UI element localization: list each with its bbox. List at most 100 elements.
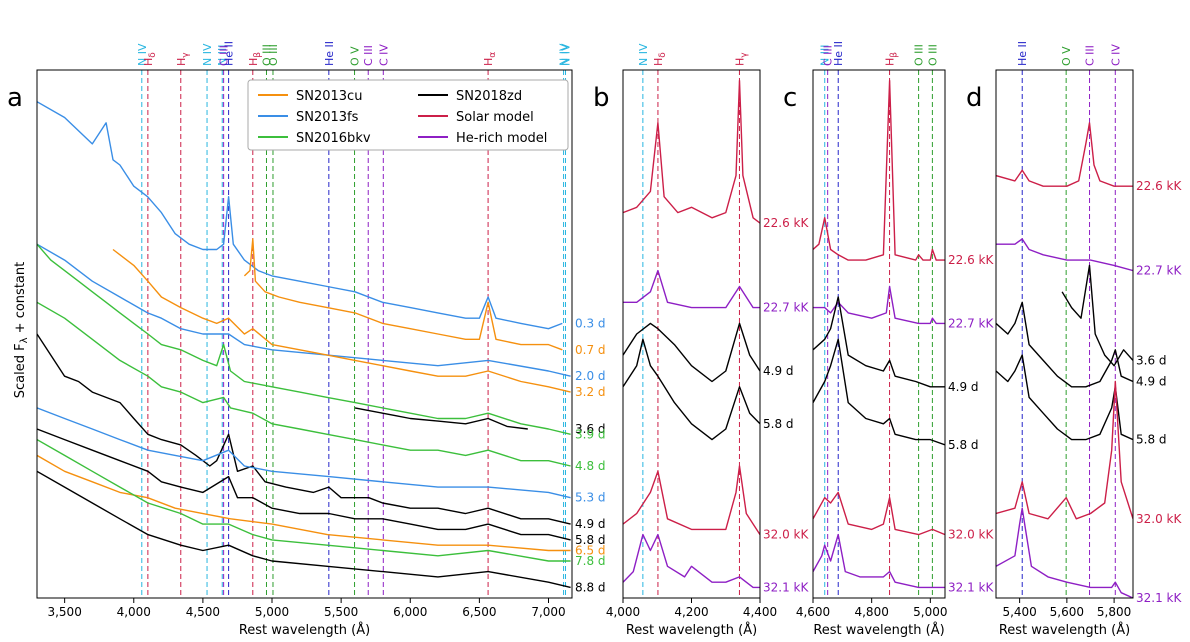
spectrum-a-10 [37, 454, 571, 552]
spectrum-a-1 [243, 238, 563, 351]
spectrum-c-2 [813, 296, 945, 388]
x-tick-label-a-7: 7,000 [531, 605, 565, 619]
ion-label-a-13: C IV [377, 44, 390, 66]
ion-label-c-4: O III [913, 44, 926, 66]
ion-label-a-10: He II [323, 41, 336, 66]
x-tick-label-a-1: 4,000 [117, 605, 151, 619]
spectrum-a-9 [37, 428, 571, 541]
x-axis-label-a: Rest wavelength (Å) [239, 622, 370, 638]
spectrum-a-11 [37, 438, 571, 562]
panel-label-c: c [783, 83, 797, 113]
x-axis-label-d: Rest wavelength (Å) [999, 622, 1130, 638]
epoch-label-d-6: 32.1 kK [1136, 591, 1182, 605]
epoch-label-c-2: 4.9 d [948, 380, 979, 394]
ion-label-a-15: N IV [558, 43, 571, 66]
ion-label-a-8: O III [260, 44, 273, 66]
spectrum-a-7 [37, 333, 571, 525]
x-tick-label-a-4: 5,500 [324, 605, 358, 619]
x-tick-label-d-1: 5,600 [1050, 605, 1084, 619]
epoch-label-d-5: 32.0 kK [1136, 512, 1182, 526]
spectrum-b-1 [623, 269, 760, 309]
spectrum-b-2 [623, 322, 760, 383]
spectrum-c-0 [813, 79, 945, 261]
epoch-label-a-11: 7.8 d [575, 554, 606, 568]
ion-label-a-5: C III [218, 45, 231, 66]
panel-label-d: d [966, 83, 983, 113]
spectrum-c-5 [813, 533, 945, 589]
spectrum-c-3 [813, 338, 945, 446]
ion-label-c-0: N III [819, 45, 832, 66]
spectrum-d-3 [996, 301, 1133, 388]
x-tick-label-a-2: 4,500 [186, 605, 220, 619]
spectrum-a-0 [37, 101, 563, 330]
epoch-label-a-4: 3.6 d [575, 422, 606, 436]
ion-label-d-2: C III [1084, 45, 1097, 66]
legend-entry-1: SN2013fs [296, 110, 359, 125]
epoch-label-d-4: 5.8 d [1136, 433, 1167, 447]
spectrum-b-4 [623, 465, 760, 535]
spectrum-b-3 [623, 338, 760, 441]
ion-label-c-5: O III [926, 44, 939, 66]
ion-label-c-2: He II [832, 41, 845, 66]
epoch-label-a-2: 2.0 d [575, 369, 606, 383]
x-tick-label-c-2: 5,000 [913, 605, 947, 619]
x-tick-label-a-6: 6,500 [462, 605, 496, 619]
spectrum-a-4 [354, 407, 528, 430]
legend-entry-5: He-rich model [456, 131, 547, 146]
epoch-label-d-2: 3.6 d [1136, 353, 1167, 367]
spectrum-a-12 [37, 470, 571, 589]
ion-label-d-1: O V [1060, 46, 1073, 66]
legend-entry-0: SN2013cu [296, 89, 362, 104]
epoch-label-c-0: 22.6 kK [948, 253, 994, 267]
epoch-label-d-1: 22.7 kK [1136, 264, 1182, 278]
epoch-label-c-4: 32.0 kK [948, 528, 994, 542]
ion-label-a-0: N IV [136, 43, 149, 66]
ion-label-a-2: Hγ [175, 52, 191, 66]
x-tick-label-b-0: 4,000 [606, 605, 640, 619]
epoch-label-c-1: 22.7 kK [948, 316, 994, 330]
epoch-label-a-5: 3.9 d [575, 427, 606, 441]
spectrum-a-2 [37, 243, 571, 377]
axes-frame-a [36, 69, 573, 599]
x-tick-label-b-2: 4,400 [743, 605, 777, 619]
x-axis-label-b: Rest wavelength (Å) [626, 622, 757, 638]
spectrum-a-6 [37, 301, 571, 467]
epoch-label-b-1: 22.7 kK [763, 301, 809, 315]
ion-label-a-9: O III [267, 44, 280, 66]
epoch-label-b-4: 32.0 kK [763, 528, 809, 542]
ion-label-c-3: Hβ [884, 52, 900, 66]
x-tick-label-b-1: 4,200 [674, 605, 708, 619]
ion-label-b-0: N IV [637, 43, 650, 66]
epoch-label-d-3: 4.9 d [1136, 375, 1167, 389]
x-tick-label-c-0: 4,600 [796, 605, 830, 619]
x-tick-label-a-0: 3,500 [47, 605, 81, 619]
ion-label-a-4: N III [216, 45, 229, 66]
epoch-label-b-2: 4.9 d [763, 364, 794, 378]
epoch-label-a-0: 0.3 d [575, 316, 606, 330]
ion-label-d-3: C IV [1109, 44, 1122, 66]
epoch-label-a-3: 3.2 d [575, 385, 606, 399]
panel-label-a: a [7, 83, 23, 113]
x-tick-label-a-3: 5,000 [255, 605, 289, 619]
epoch-label-a-7: 4.9 d [575, 517, 606, 531]
epoch-label-a-1: 0.7 d [575, 343, 606, 357]
ion-label-a-11: O V [349, 46, 362, 66]
spectrum-d-6 [996, 507, 1133, 598]
legend: SN2013cu SN2013fs SN2016bkv SN2018zd Solar m… [247, 79, 569, 151]
axes-frame-d [995, 69, 1134, 599]
spectrum-a-5 [37, 243, 571, 435]
spectrum-d-0 [996, 122, 1133, 187]
ion-label-d-0: He II [1016, 41, 1029, 66]
epoch-label-b-5: 32.1 kK [763, 580, 809, 594]
ion-label-c-1: C III [822, 45, 835, 66]
epoch-label-a-10: 6.5 d [575, 543, 606, 557]
spectrum-b-0 [623, 79, 760, 224]
epoch-label-a-9: 5.8 d [575, 533, 606, 547]
ion-label-a-14: Hα [482, 52, 498, 66]
epoch-label-c-5: 32.1 kK [948, 580, 994, 594]
spectrum-d-5 [996, 380, 1133, 520]
spectrum-d-2 [1061, 264, 1133, 367]
